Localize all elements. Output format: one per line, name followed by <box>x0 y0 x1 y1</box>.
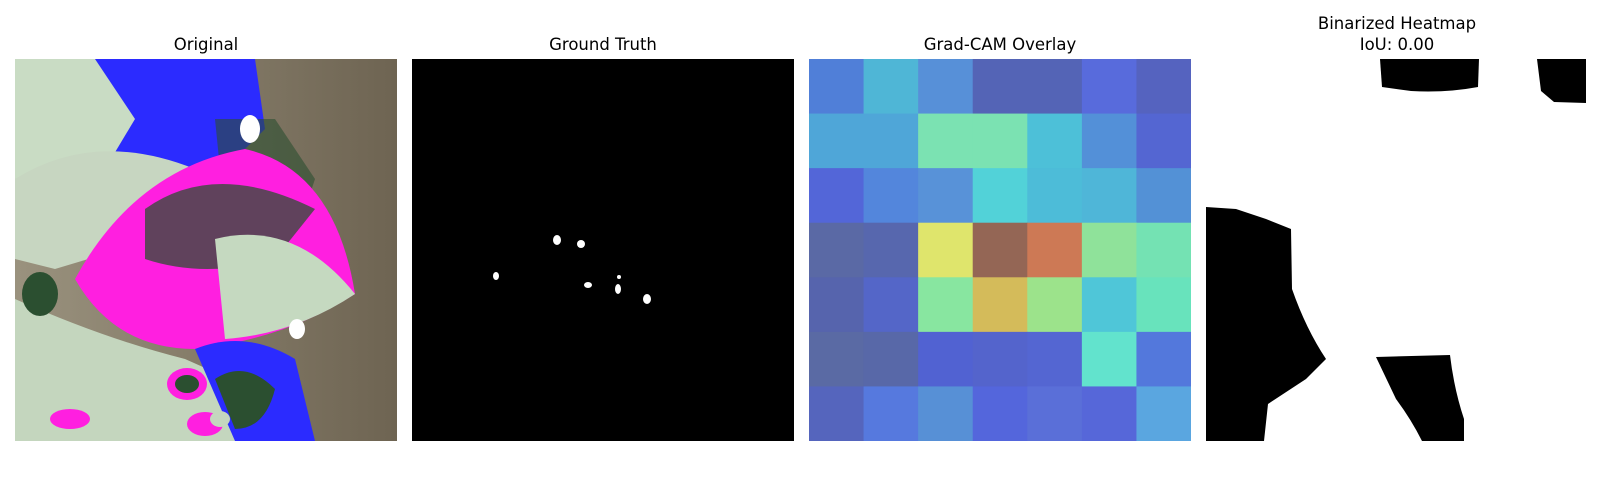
heatmap-region <box>1380 59 1479 92</box>
gradcam-cell <box>809 113 865 169</box>
gradcam-cell <box>1136 386 1191 441</box>
gradcam-cell <box>1027 386 1083 441</box>
binarized-heatmap <box>1206 59 1588 441</box>
gradcam-cell <box>1136 222 1191 278</box>
gradcam-cell <box>863 277 919 333</box>
gradcam-cell <box>863 386 919 441</box>
gradcam-cell <box>1136 331 1191 387</box>
heatmap-region <box>1376 355 1464 441</box>
gradcam-cell <box>1081 277 1137 333</box>
gradcam-cell <box>1027 59 1083 115</box>
gradcam-cell <box>863 59 919 115</box>
gradcam-cell <box>918 277 974 333</box>
mask-spot <box>584 282 592 288</box>
gradcam-cell <box>972 113 1028 169</box>
gradcam-cell <box>1081 222 1137 278</box>
gradcam-cell <box>918 386 974 441</box>
mask-spot <box>553 235 561 245</box>
original-image <box>15 59 397 441</box>
mask-spot <box>493 272 499 280</box>
gradcam-cell <box>863 222 919 278</box>
gradcam-cell <box>1027 113 1083 169</box>
gradcam-cell <box>1081 113 1137 169</box>
gradcam-cell <box>918 59 974 115</box>
iou-score: IoU: 0.00 <box>1359 35 1435 54</box>
gradcam-cell <box>1136 59 1191 115</box>
gradcam-cell <box>1081 59 1137 115</box>
heatmap-region <box>1537 59 1586 103</box>
gradcam-cell <box>1027 277 1083 333</box>
gradcam-cell <box>1081 331 1137 387</box>
gradcam-cell <box>1136 113 1191 169</box>
ground-truth-title: Ground Truth <box>549 35 657 54</box>
gradcam-cell <box>1081 386 1137 441</box>
gradcam-title: Grad-CAM Overlay <box>923 35 1077 54</box>
gradcam-cell <box>918 222 974 278</box>
gradcam-cell <box>972 222 1028 278</box>
gradcam-cell <box>1081 168 1137 224</box>
gradcam-cell <box>809 59 865 115</box>
gradcam-cell <box>1027 331 1083 387</box>
gradcam-cell <box>972 386 1028 441</box>
mask-spot <box>615 284 621 294</box>
gradcam-cell <box>918 113 974 169</box>
original-title: Original <box>173 35 239 54</box>
gradcam-cell <box>809 222 865 278</box>
gradcam-cell <box>972 277 1028 333</box>
gradcam-cell <box>1136 277 1191 333</box>
gradcam-cell <box>809 277 865 333</box>
mask-spot <box>617 275 621 279</box>
gradcam-cell <box>972 331 1028 387</box>
gradcam-overlay <box>809 59 1191 441</box>
gradcam-cell <box>809 386 865 441</box>
gradcam-cell <box>972 168 1028 224</box>
gradcam-cell <box>809 331 865 387</box>
gradcam-cell <box>1136 168 1191 224</box>
gradcam-cell <box>918 331 974 387</box>
gradcam-cell <box>1027 168 1083 224</box>
mask-spot <box>577 240 585 248</box>
gradcam-cell <box>972 59 1028 115</box>
gradcam-cell <box>809 168 865 224</box>
gradcam-cell <box>863 168 919 224</box>
gradcam-cell <box>1027 222 1083 278</box>
heatmap-region <box>1206 207 1326 441</box>
binarized-title: Binarized Heatmap IoU: 0.00 <box>1206 13 1588 55</box>
gradcam-cell <box>863 331 919 387</box>
mask-spot <box>643 294 651 304</box>
gradcam-cell <box>863 113 919 169</box>
gradcam-cell <box>918 168 974 224</box>
binarized-title-line1: Binarized Heatmap <box>1317 14 1477 33</box>
ground-truth-mask <box>412 59 794 441</box>
